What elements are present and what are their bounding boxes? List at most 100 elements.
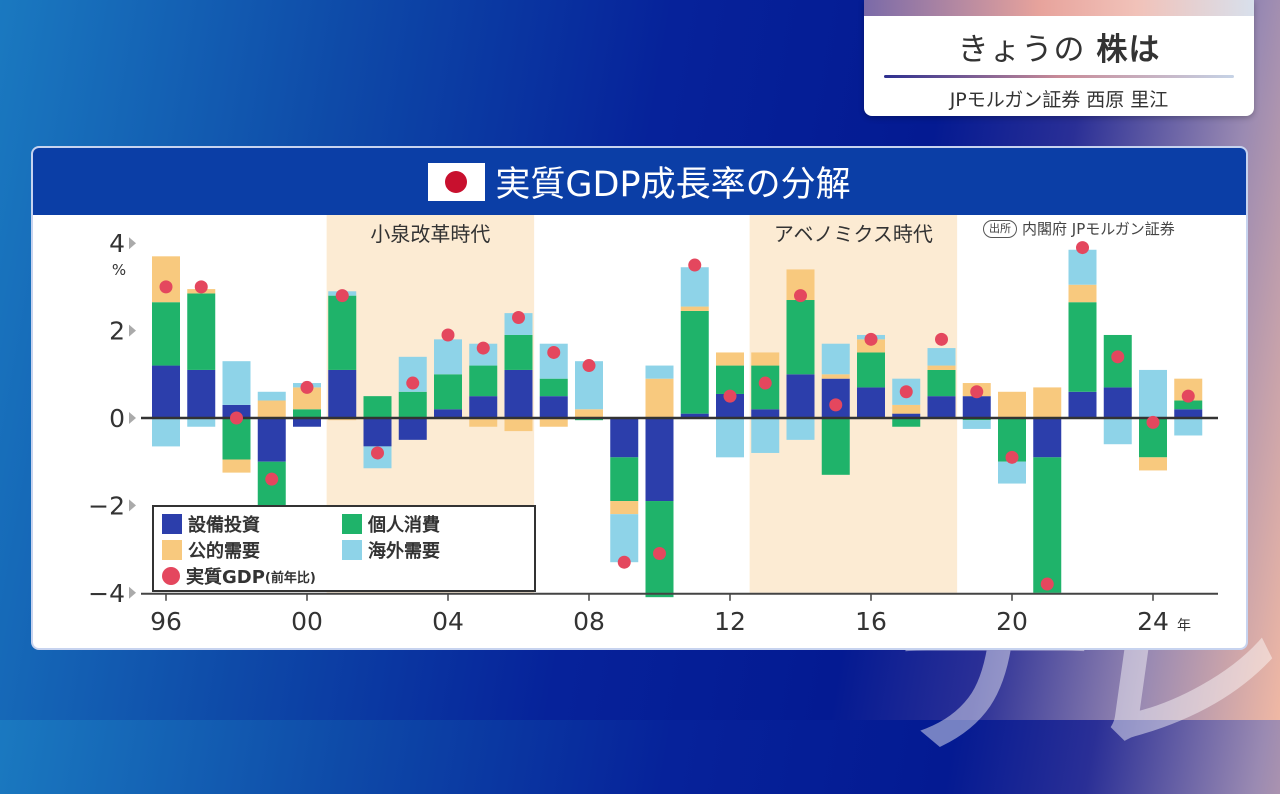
bar-external [1068,249,1097,285]
program-title-card: きょうの 株は JPモルガン証券 西原 里江 [864,0,1254,116]
legend-swatch-consumption [342,514,362,534]
bar-external [716,418,744,458]
bar-public [257,400,286,418]
gdp-point [723,389,737,403]
legend-item-capex: 設備投資 [162,511,260,537]
bar-external [1139,369,1167,418]
x-tick-label: 24 [1137,607,1169,636]
bar-consumption [328,295,357,370]
legend-swatch-public [162,540,182,560]
x-tick-label: 16 [855,607,887,636]
y-tick-label: 4 [109,229,125,258]
bar-consumption [716,365,744,394]
gdp-point [582,359,596,373]
legend-label-gdp: 実質GDP [186,567,265,588]
bar-external [786,418,815,440]
y-tick-label: 2 [109,317,125,346]
gdp-point [794,289,807,303]
bar-consumption [469,365,498,397]
bar-consumption [434,374,462,410]
legend-dot-gdp [162,567,180,585]
x-tick-label: 12 [714,607,746,636]
bar-external [1174,418,1203,436]
bar-consumption [222,418,251,460]
legend-item-consumption: 個人消費 [342,511,440,537]
bar-public [821,374,850,379]
bar-external [680,267,709,307]
bar-capex [257,418,286,462]
bar-public [892,404,921,414]
bar-public [152,256,180,303]
gdp-point [970,385,984,399]
gdp-point [547,345,561,359]
gdp-point [864,332,878,346]
bar-capex [293,418,321,427]
gdp-point [265,472,279,486]
chart-title-bar: 実質GDP成長率の分解 [33,148,1246,216]
gdp-point [230,411,243,425]
gdp-point [617,555,631,569]
bar-external [222,361,251,405]
program-title: きょうの 株は [864,24,1254,69]
bar-public [716,352,744,366]
bar-capex [645,418,674,502]
y-tick-arrow-icon [129,499,136,512]
bar-capex [222,404,251,418]
bar-external [434,339,462,375]
bar-capex [398,418,427,440]
gdp-point [335,289,349,303]
gdp-point [899,385,913,399]
period-label: 小泉改革時代 [370,222,490,246]
gdp-point [512,310,525,324]
bar-capex [927,396,956,418]
gdp-point [159,280,173,294]
bar-consumption [1174,400,1203,410]
legend-item-external: 海外需要 [342,537,440,563]
bar-capex [187,369,216,418]
bar-consumption [680,310,709,414]
bar-external [152,418,180,447]
bar-public [469,418,498,427]
chart-panel: 実質GDP成長率の分解 小泉改革時代 アベノミクス時代 4 2 0 −2 −4% 96 00 04… [33,148,1246,648]
source-text: 内閣府 JPモルガン証券 [1022,220,1175,238]
legend-label-public: 公的需要 [188,541,260,562]
y-tick-arrow-icon [129,412,136,424]
gdp-point [829,398,843,412]
legend: 設備投資 個人消費 公的需要 海外需要 実質GDP (前年比) [152,505,536,592]
bar-consumption [539,378,568,397]
bar-capex [892,413,921,418]
y-tick-label: −2 [88,491,125,520]
y-tick-arrow-icon [129,586,136,599]
bar-external [257,391,286,401]
bar-capex [1033,418,1062,458]
bar-capex [363,418,392,447]
bar-consumption [927,369,956,397]
gdp-point [194,280,208,294]
legend-label-capex: 設備投資 [188,515,260,536]
bar-external [962,420,991,429]
bar-external [998,461,1026,484]
bar-capex [610,418,639,458]
y-tick-arrow-icon [129,237,136,250]
bar-consumption [786,300,815,375]
gdp-point [653,546,666,560]
bar-external [504,313,533,335]
bar-consumption [363,396,392,418]
legend-swatch-capex [162,514,182,534]
gdp-point [935,332,948,346]
bar-capex [152,365,180,418]
bar-capex [1174,409,1203,418]
bar-public [680,306,709,311]
gdp-point [441,328,455,342]
gdp-point [1181,389,1195,403]
x-tick-label: 08 [573,607,605,636]
bar-capex [539,396,568,418]
y-tick-label: 0 [109,404,125,433]
bar-capex [1068,391,1097,418]
bar-public [575,409,603,418]
bar-public [751,352,780,366]
period-shade [749,215,958,593]
bar-consumption [892,418,921,427]
period-label: アベノミクス時代 [774,222,933,246]
bar-capex [680,413,709,418]
